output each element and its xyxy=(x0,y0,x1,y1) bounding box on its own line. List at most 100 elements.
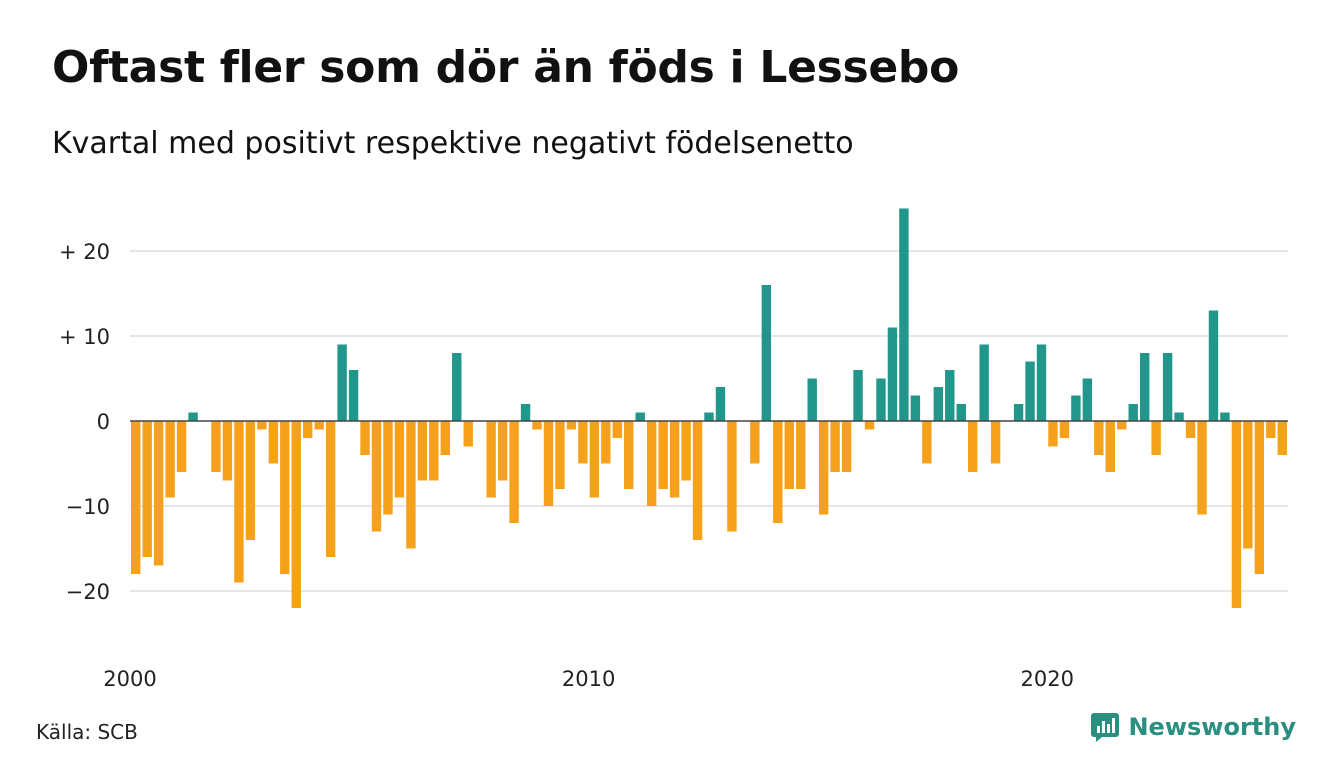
bar xyxy=(291,421,301,608)
chart-title: Oftast fler som dör än föds i Lessebo xyxy=(52,42,960,93)
bar xyxy=(509,421,519,523)
bar xyxy=(176,421,187,472)
bar xyxy=(761,285,772,421)
bar xyxy=(1048,421,1058,447)
bar xyxy=(520,404,531,421)
bar xyxy=(234,421,244,583)
bar xyxy=(1243,421,1253,549)
newsworthy-chart-bubble-icon xyxy=(1091,713,1120,742)
bar xyxy=(325,421,336,557)
x-tick-label: 2020 xyxy=(1021,667,1074,691)
bar xyxy=(1162,353,1173,421)
bar xyxy=(612,421,622,438)
bar xyxy=(1197,421,1207,515)
source-note: Källa: SCB xyxy=(36,720,138,744)
bar xyxy=(452,353,462,421)
bar xyxy=(486,421,496,498)
bar xyxy=(429,421,439,481)
y-tick-label: 0 xyxy=(97,410,110,434)
bar xyxy=(830,421,840,472)
bar xyxy=(750,421,760,464)
bar xyxy=(131,421,141,574)
bar xyxy=(1082,378,1093,421)
bar xyxy=(807,378,817,421)
bar xyxy=(589,421,600,498)
bar xyxy=(142,421,152,557)
bar xyxy=(1254,421,1265,574)
bar xyxy=(211,421,221,472)
bar xyxy=(601,421,611,464)
bar xyxy=(796,421,806,489)
bar xyxy=(1174,412,1184,421)
bar-chart: + 20 + 10 0 −10 −20 2000 2010 2020 xyxy=(59,208,1288,691)
bar xyxy=(463,421,473,447)
bar xyxy=(692,421,703,540)
bar xyxy=(1059,421,1070,438)
bar xyxy=(578,421,588,464)
bar xyxy=(1151,421,1161,455)
bar xyxy=(681,421,691,481)
bar xyxy=(1025,361,1035,421)
bar xyxy=(497,421,508,481)
bar xyxy=(153,421,164,566)
bar xyxy=(922,421,932,464)
bar xyxy=(245,421,256,540)
brand-name: Newsworthy xyxy=(1128,713,1296,741)
bar xyxy=(784,421,794,489)
bar xyxy=(314,421,324,430)
bar xyxy=(303,421,313,438)
x-tick-label: 2010 xyxy=(562,667,615,691)
bar xyxy=(704,412,714,421)
bar xyxy=(715,387,726,421)
bar xyxy=(990,421,1001,464)
bar xyxy=(624,421,634,489)
bar xyxy=(1139,353,1150,421)
bar xyxy=(406,421,416,549)
chart-subtitle: Kvartal med positivt respektive negativt… xyxy=(52,126,854,161)
bar xyxy=(417,421,428,481)
bar xyxy=(1128,404,1138,421)
bar xyxy=(1117,421,1127,430)
bar xyxy=(956,404,966,421)
bar xyxy=(280,421,290,574)
bar xyxy=(268,421,279,464)
bar xyxy=(853,370,863,421)
bar xyxy=(1036,344,1047,421)
bar xyxy=(165,421,175,498)
bar xyxy=(841,421,852,472)
bar xyxy=(337,344,347,421)
bar xyxy=(1071,395,1081,421)
y-tick-label: −20 xyxy=(66,580,110,604)
bar xyxy=(1013,404,1024,421)
y-tick-label: + 20 xyxy=(59,240,110,264)
bar xyxy=(566,421,577,430)
y-tick-label: + 10 xyxy=(59,325,110,349)
bar xyxy=(864,421,875,430)
bar xyxy=(773,421,783,523)
bar xyxy=(383,421,393,515)
x-tick-label: 2000 xyxy=(103,667,156,691)
bar xyxy=(968,421,978,472)
bar xyxy=(1277,421,1287,455)
bar xyxy=(635,412,645,421)
bar xyxy=(394,421,405,498)
bar xyxy=(222,421,233,481)
bar xyxy=(1185,421,1196,438)
bar xyxy=(899,208,909,421)
bar xyxy=(658,421,668,489)
bar xyxy=(371,421,382,532)
bar xyxy=(887,327,898,421)
brand-logo[interactable]: Newsworthy xyxy=(1090,712,1296,742)
bar xyxy=(669,421,680,498)
bar xyxy=(910,395,921,421)
bar xyxy=(1094,421,1104,455)
bar xyxy=(876,378,886,421)
y-tick-label: −10 xyxy=(66,495,110,519)
bar xyxy=(348,370,359,421)
bar xyxy=(188,412,198,421)
bar xyxy=(1266,421,1276,438)
bar xyxy=(727,421,737,532)
bar xyxy=(360,421,370,455)
bar xyxy=(555,421,565,489)
bar xyxy=(543,421,554,506)
